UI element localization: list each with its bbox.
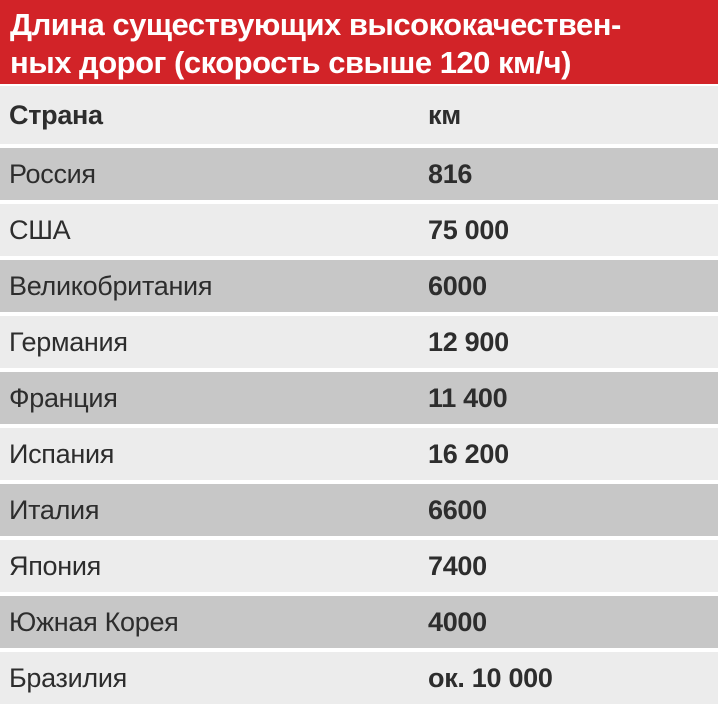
country-cell: Франция [9,382,118,413]
km-value-cell: 75 000 [428,214,509,245]
km-value-cell: 6600 [428,494,487,525]
km-value-cell: 16 200 [428,438,509,469]
table-row: Великобритания 6000 [0,260,718,312]
table-row: США 75 000 [0,204,718,256]
table-body: Россия 816 США 75 000 Великобритания 600… [0,148,718,704]
country-cell: Германия [9,326,128,357]
table-row: Россия 816 [0,148,718,200]
column-header-country: Страна [9,99,103,130]
country-cell: Россия [9,158,96,189]
km-value-cell: 7400 [428,550,487,581]
column-header-km: км [428,99,461,130]
km-value-cell: 816 [428,158,473,189]
table-row: Франция 11 400 [0,372,718,424]
table-row: Япония 7400 [0,540,718,592]
km-value-cell: ок. 10 000 [428,662,553,693]
country-cell: Бразилия [9,662,127,693]
title-line-1: Длина существующих высококачествен- [10,7,621,42]
country-cell: США [9,214,71,245]
country-cell: Южная Корея [9,606,179,637]
country-cell: Великобритания [9,270,213,301]
country-cell: Италия [9,494,100,525]
infographic-title: Длина существующих высококачествен- ных … [0,0,718,84]
table-header-row: Страна км [0,86,718,144]
km-value-cell: 11 400 [428,382,508,413]
km-value-cell: 4000 [428,606,487,637]
table-row: Южная Корея 4000 [0,596,718,648]
table-row: Бразилия ок. 10 000 [0,652,718,704]
country-cell: Испания [9,438,115,469]
km-value-cell: 12 900 [428,326,509,357]
km-value-cell: 6000 [428,270,487,301]
title-line-2: ных дорог (скорость свыше 120 км/ч) [10,45,571,80]
table-row: Германия 12 900 [0,316,718,368]
table-row: Италия 6600 [0,484,718,536]
country-cell: Япония [9,550,101,581]
table-row: Испания 16 200 [0,428,718,480]
